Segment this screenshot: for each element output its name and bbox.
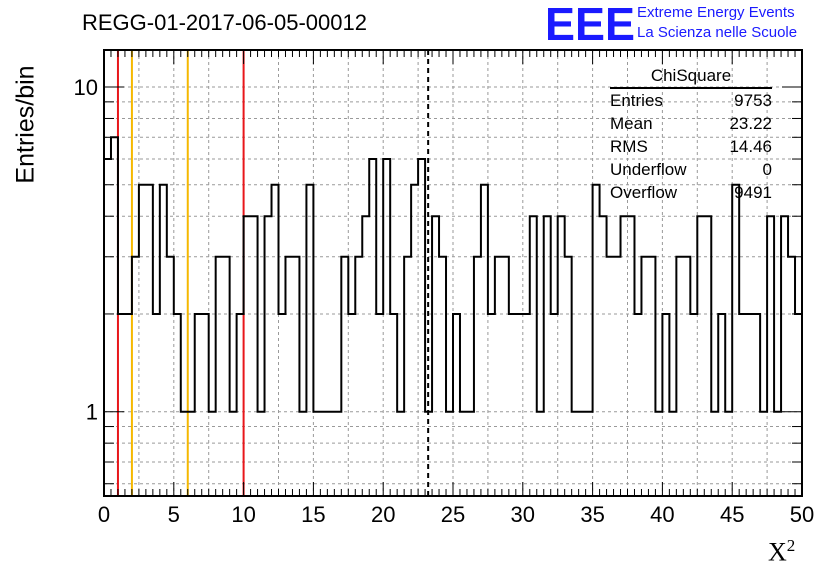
logo-text-line1: Extreme Energy Events — [637, 4, 795, 21]
logo-text-line2: La Scienza nelle Scuole — [637, 24, 798, 41]
y-tick-label: 1 — [86, 400, 98, 425]
chart-title: REGG-01-2017-06-05-00012 — [82, 10, 367, 35]
logo-mark: EEE — [545, 2, 635, 44]
stats-row-rms: RMS 14.46 — [610, 137, 772, 156]
stats-row-mean: Mean 23.22 — [610, 114, 772, 133]
stats-row-entries: Entries 9753 — [610, 91, 772, 110]
x-axis-label: X2 — [768, 536, 796, 567]
x-tick-label: 10 — [231, 502, 255, 527]
stats-title: ChiSquare — [610, 66, 772, 89]
x-tick-label: 50 — [790, 502, 814, 527]
x-tick-label: 20 — [371, 502, 395, 527]
x-tick-label: 35 — [580, 502, 604, 527]
x-tick-label: 15 — [301, 502, 325, 527]
x-tick-label: 0 — [98, 502, 110, 527]
y-tick-label: 10 — [74, 75, 98, 100]
x-tick-label: 25 — [441, 502, 465, 527]
x-tick-label: 30 — [511, 502, 535, 527]
histogram-series — [104, 136, 802, 413]
x-tick-label: 5 — [168, 502, 180, 527]
stats-row-underflow: Underflow 0 — [610, 160, 772, 179]
x-tick-label: 45 — [720, 502, 744, 527]
eee-logo: EEE — [545, 2, 635, 44]
stats-row-overflow: Overflow 9491 — [610, 183, 772, 202]
x-tick-label: 40 — [650, 502, 674, 527]
stats-box: ChiSquare Entries 9753 Mean 23.22 RMS 14.46… — [610, 66, 772, 204]
